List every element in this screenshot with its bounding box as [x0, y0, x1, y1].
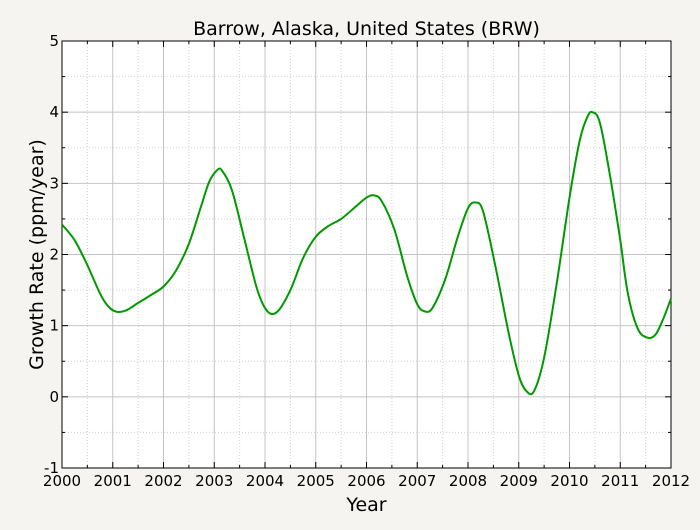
y-tick-label: 3	[49, 174, 59, 192]
x-tick-label: 2010	[550, 472, 588, 490]
y-tick-label: 0	[49, 388, 59, 406]
y-tick-label: -1	[44, 459, 59, 477]
y-axis-label: Growth Rate (ppm/year)	[26, 139, 48, 370]
x-tick-label: 2007	[398, 472, 436, 490]
y-tick-label: 1	[49, 317, 59, 335]
data-lines	[61, 110, 672, 396]
x-tick-label: 2002	[144, 472, 182, 490]
x-tick-label: 2012	[652, 472, 690, 490]
x-tick-label: 2003	[195, 472, 233, 490]
x-tick-label: 2008	[449, 472, 487, 490]
x-tick-label: 2009	[500, 472, 538, 490]
chart-title: Barrow, Alaska, United States (BRW)	[193, 18, 540, 40]
y-tick-label: 5	[49, 32, 59, 50]
x-tick-label: 2004	[246, 472, 284, 490]
x-tick-label: 2000	[43, 472, 81, 490]
x-tick-label: 2001	[94, 472, 132, 490]
tick-labels: 2000 2001 2002 2003 2004 2005 2006 2007 2008 2009…	[43, 32, 690, 490]
x-tick-label: 2005	[297, 472, 335, 490]
x-axis-label: Year	[345, 494, 386, 516]
y-tick-label: 4	[49, 103, 59, 121]
y-tick-label: 2	[49, 246, 59, 264]
growth-rate-line	[61, 110, 672, 396]
x-tick-label: 2011	[601, 472, 639, 490]
x-tick-label: 2006	[347, 472, 385, 490]
plot-frame	[61, 40, 672, 469]
